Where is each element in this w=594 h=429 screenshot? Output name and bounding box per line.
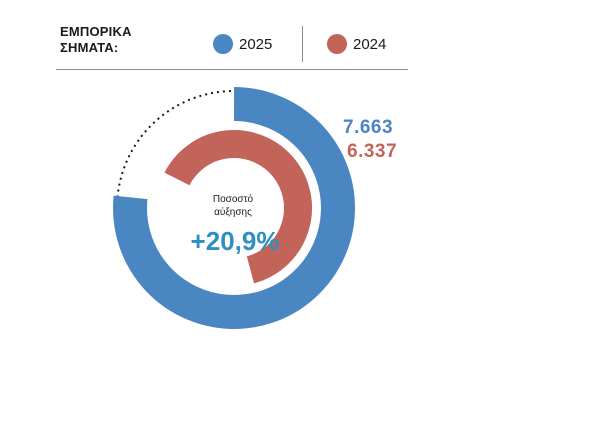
legend-title-line1: ΕΜΠΟΡΙΚΑ (60, 24, 132, 39)
legend-item-2024: 2024 (327, 33, 386, 55)
legend-underline (56, 69, 408, 70)
legend-title-line2: ΣΗΜΑΤΑ: (60, 40, 119, 55)
growth-value: +20,9% (190, 226, 280, 256)
legend-dot-2024 (327, 34, 347, 54)
value-label-2025: 7.663 (343, 117, 394, 138)
growth-caption-line1: Ποσοστό (212, 194, 254, 205)
radial-bar-2024 (164, 130, 312, 284)
legend-divider (302, 26, 303, 62)
legend-label-2025: 2025 (239, 35, 273, 53)
legend-label-2024: 2024 (353, 35, 387, 53)
legend-item-2025: 2025 (213, 33, 272, 55)
radial-bar-2025 (113, 87, 355, 329)
growth-caption-line2: αύξησης (214, 207, 252, 218)
value-label-2024: 6.337 (347, 141, 398, 162)
growth-caption: Ποσοστό αύξησης (180, 193, 286, 219)
legend-dot-2025 (213, 34, 233, 54)
legend-title: ΕΜΠΟΡΙΚΑ ΣΗΜΑΤΑ: (60, 24, 180, 56)
